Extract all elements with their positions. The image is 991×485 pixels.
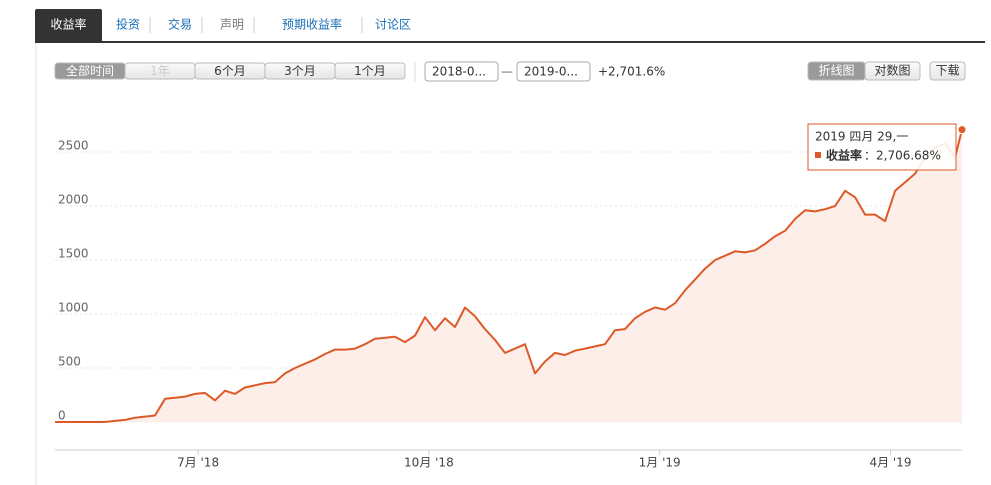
tooltip: 2019 四月 29,一 收益率 ：2,706.68%	[807, 123, 957, 171]
x-tick-label: 10月 '18	[404, 456, 454, 470]
x-tick-label: 1月 '19	[639, 456, 681, 470]
view-button-label: 折线图	[818, 63, 854, 78]
tab[interactable]: 预期收益率	[282, 17, 342, 32]
tab[interactable]: 投资	[116, 17, 140, 32]
date-input[interactable]	[424, 61, 499, 82]
y-tick-label: 1000	[58, 300, 89, 314]
tooltip-box	[807, 123, 957, 171]
tab[interactable]: 交易	[168, 17, 192, 32]
date-separator: —	[501, 65, 513, 79]
range-button-label: 1个月	[354, 64, 386, 78]
y-tick-label: 2000	[58, 192, 89, 206]
date-from: 2018-0...	[432, 65, 486, 79]
y-tick-label: 500	[58, 355, 81, 369]
area	[55, 129, 962, 423]
tooltip-swatch	[815, 152, 821, 158]
change: +2,701.6%	[598, 65, 665, 79]
tab-active-bg	[35, 9, 102, 42]
hover-point	[957, 125, 967, 135]
tab[interactable]: 声明	[220, 18, 244, 32]
tooltip-date: 2019 四月 29,一	[815, 130, 908, 144]
view-button[interactable]	[864, 61, 921, 81]
y-tick-label: 2500	[58, 138, 89, 152]
tooltip-series: 收益率	[826, 148, 862, 163]
date-input[interactable]	[516, 61, 591, 82]
download-label: 下载	[935, 64, 959, 78]
y-tick-label: 0	[58, 409, 66, 423]
tab[interactable]: 收益率	[50, 17, 86, 32]
date-to: 2019-0...	[524, 65, 578, 79]
view-button-label: 对数图	[874, 63, 910, 78]
download-button[interactable]	[929, 61, 966, 81]
tab[interactable]: 讨论区	[375, 18, 411, 32]
y-tick-label: 1500	[58, 246, 89, 260]
range-button-label: 1年	[150, 64, 170, 78]
range-button-label: 3个月	[284, 64, 316, 78]
range-button-label: 6个月	[214, 64, 246, 78]
x-tick-label: 7月 '18	[177, 456, 219, 470]
range-button-label: 全部时间	[66, 63, 114, 78]
plot: 0 500 1000 1500 2000 2500 7月 '18 10月 '18 1月 '19 4…	[55, 125, 967, 470]
range-button[interactable]	[334, 62, 406, 80]
tooltip-value: ：2,706.68%	[864, 149, 941, 163]
x-tick-label: 4月 '19	[869, 456, 911, 470]
line	[55, 129, 963, 423]
